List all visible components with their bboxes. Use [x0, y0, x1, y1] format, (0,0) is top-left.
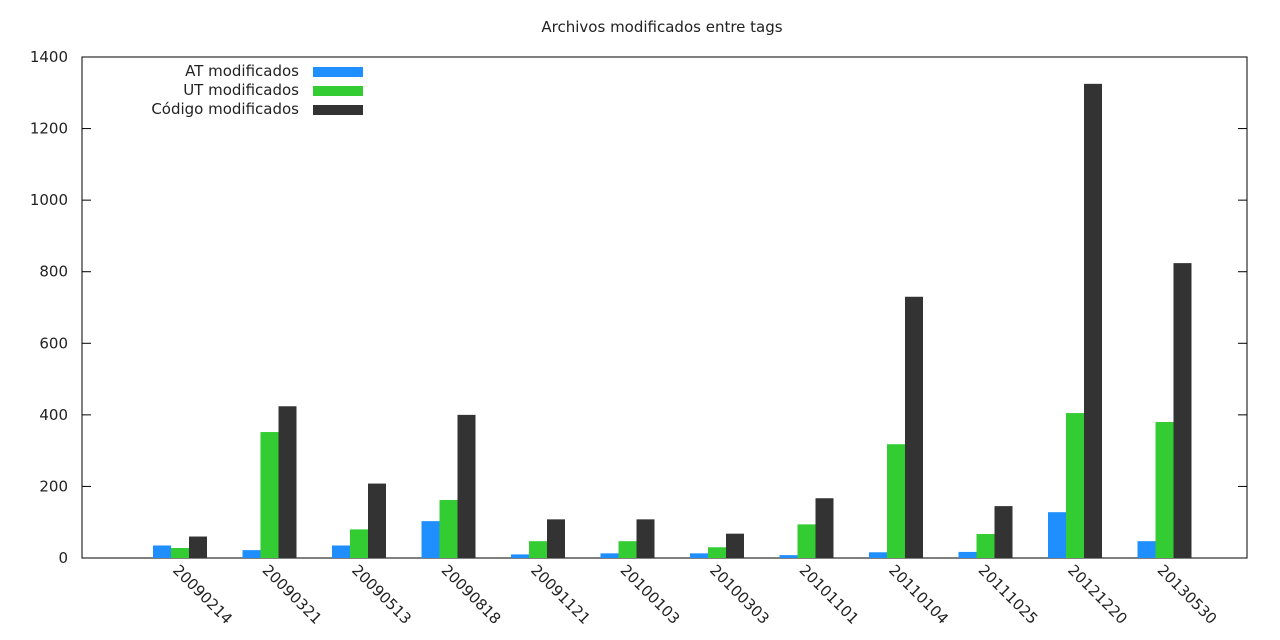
bar-codigo-20100303	[726, 533, 744, 558]
bar-ut-20130530	[1155, 422, 1174, 558]
bar-ut-20101101	[797, 524, 816, 558]
bar-at-20100103	[600, 553, 619, 558]
bar-at-20101101	[779, 555, 798, 558]
legend-swatch	[313, 67, 363, 77]
y-tick-label: 800	[39, 263, 68, 281]
x-tick-label: 20110104	[885, 561, 952, 628]
bar-ut-20111025	[976, 534, 995, 558]
bar-at-20090513	[332, 545, 350, 558]
legend-label: Código modificados	[151, 100, 299, 118]
bar-ut-20100103	[618, 541, 637, 558]
legend-swatch	[313, 105, 363, 115]
bar-codigo-20090513	[368, 483, 386, 558]
bar-at-20130530	[1137, 541, 1156, 558]
x-tick-label: 20100103	[617, 561, 684, 628]
bar-at-20100303	[690, 553, 708, 558]
bar-codigo-20090214	[189, 536, 207, 558]
bar-codigo-20121220	[1084, 83, 1102, 558]
bar-codigo-20101101	[815, 498, 834, 558]
bar-at-20090321	[242, 550, 261, 558]
bar-codigo-20130530	[1173, 263, 1192, 558]
bar-ut-20090214	[171, 547, 189, 558]
x-tick-label: 20101101	[796, 561, 863, 628]
bar-codigo-20091121	[547, 519, 565, 558]
y-tick-label: 200	[39, 477, 68, 495]
x-tick-label: 20091121	[527, 561, 594, 628]
bar-ut-20090513	[350, 529, 368, 558]
bar-codigo-20090818	[457, 414, 476, 558]
bar-codigo-20111025	[994, 506, 1013, 558]
bars	[153, 83, 1192, 558]
chart-title: Archivos modificados entre tags	[541, 18, 782, 36]
bar-ut-20091121	[529, 541, 547, 558]
y-tick-label: 1200	[30, 120, 68, 138]
bar-at-20121220	[1048, 512, 1066, 558]
x-tick-label: 20090321	[259, 561, 326, 628]
bar-at-20111025	[958, 551, 977, 558]
bar-codigo-20100103	[636, 519, 655, 558]
bar-codigo-20110104	[905, 296, 923, 558]
legend-label: UT modificados	[183, 81, 299, 99]
y-tick-label: 1000	[30, 191, 68, 209]
x-tick-label: 20100303	[706, 561, 773, 628]
bar-at-20090214	[153, 545, 171, 558]
x-tick-label: 20090513	[348, 561, 415, 628]
bar-ut-20100303	[708, 547, 726, 558]
bar-at-20090818	[421, 521, 440, 558]
y-tick-label: 1400	[30, 48, 68, 66]
bar-at-20110104	[869, 552, 887, 558]
y-axis: 0 200 400 600 800 1000 1200 1400	[30, 48, 1247, 567]
x-tick-label: 20090818	[438, 561, 505, 628]
bar-ut-20090818	[439, 500, 458, 558]
bar-codigo-20090321	[278, 406, 297, 558]
y-tick-label: 400	[39, 406, 68, 424]
y-tick-label: 0	[58, 549, 68, 567]
legend-swatch	[313, 86, 363, 96]
y-tick-label: 600	[39, 334, 68, 352]
x-tick-label: 20111025	[975, 561, 1042, 628]
bar-ut-20110104	[887, 444, 905, 558]
x-tick-label: 20090214	[169, 561, 236, 628]
bar-ut-20090321	[260, 432, 279, 558]
legend-label: AT modificados	[185, 62, 299, 80]
x-tick-label: 20130530	[1154, 561, 1221, 628]
bar-ut-20121220	[1066, 413, 1084, 558]
bar-at-20091121	[511, 554, 529, 558]
x-axis: 20090214 20090321 20090513 20090818 20091121…	[169, 561, 1220, 628]
plot-frame	[81, 56, 1248, 559]
x-tick-label: 20121220	[1064, 561, 1131, 628]
